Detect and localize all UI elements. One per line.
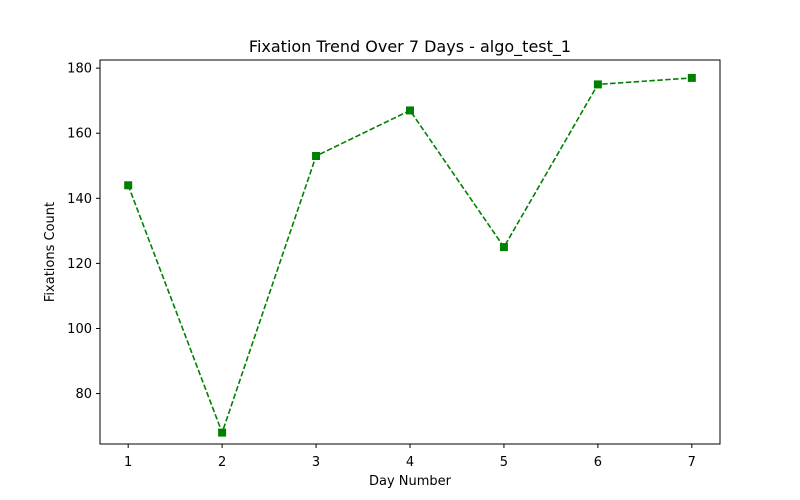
y-tick-label: 80	[75, 387, 92, 402]
y-tick-label: 100	[67, 322, 92, 337]
x-tick-label: 3	[312, 455, 320, 470]
x-tick-label: 2	[218, 455, 226, 470]
y-tick-label: 120	[67, 257, 92, 272]
plot-series	[124, 73, 696, 437]
data-point-marker	[687, 73, 696, 82]
data-point-marker	[593, 80, 602, 89]
x-tick-label: 6	[594, 455, 602, 470]
data-point-marker	[312, 152, 321, 160]
y-tick-label: 180	[67, 62, 92, 77]
data-point-marker	[406, 106, 414, 115]
data-point-marker	[218, 428, 227, 437]
x-axis-label: Day Number	[369, 474, 452, 489]
y-tick-label: 160	[67, 127, 92, 142]
chart-title: Fixation Trend Over 7 Days - algo_test_1	[249, 37, 571, 57]
y-axis-label: Fixations Count	[43, 202, 58, 302]
x-tick-label: 7	[688, 455, 696, 470]
x-tick-label: 4	[406, 455, 414, 470]
x-axis-ticks: 1 2 3 4 5 6 7	[124, 444, 696, 470]
x-tick-label: 5	[500, 455, 508, 470]
data-point-marker	[124, 181, 133, 190]
y-tick-label: 140	[67, 192, 92, 207]
x-tick-label: 1	[124, 455, 132, 470]
plot-area-frame	[99, 59, 721, 445]
data-point-marker	[499, 243, 508, 252]
y-axis-ticks: 80 100 120 140 160 180	[67, 62, 100, 402]
